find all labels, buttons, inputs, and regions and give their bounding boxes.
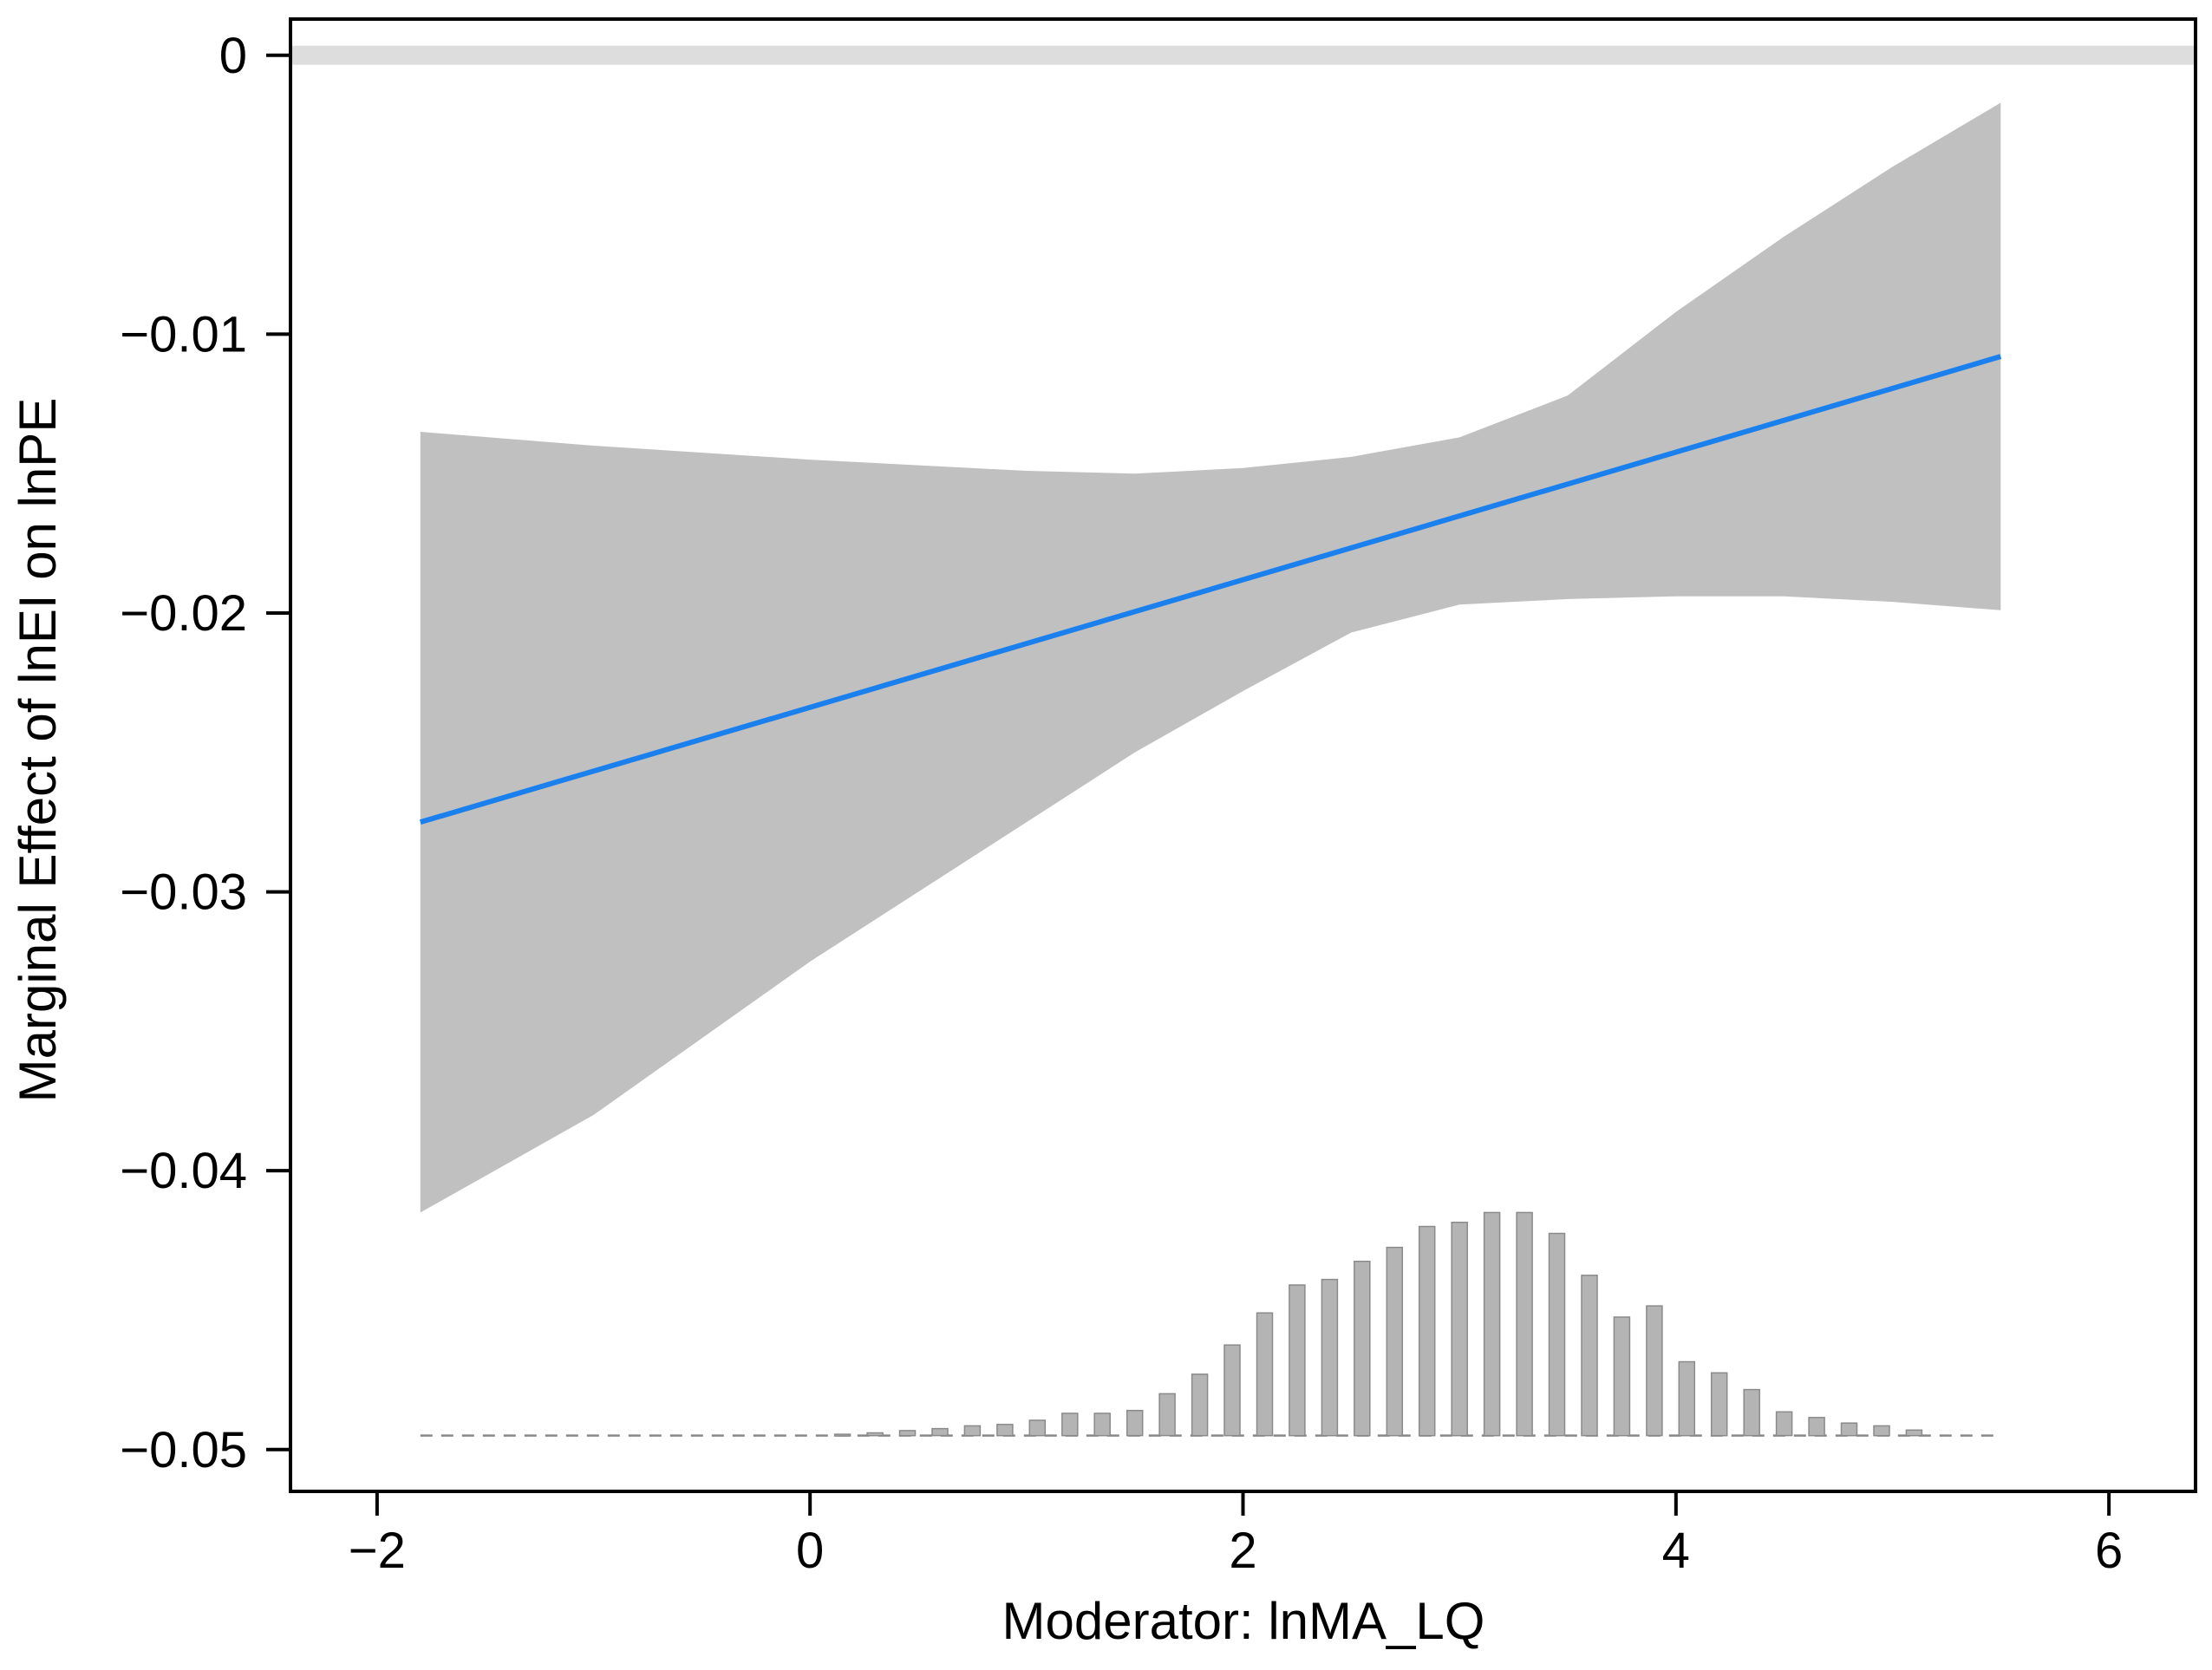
histogram-bar-4 — [931, 1427, 949, 1437]
histogram-bar-16 — [1321, 1278, 1339, 1437]
histogram-bar-25 — [1613, 1316, 1631, 1437]
ci-band — [420, 102, 2001, 1213]
histogram-bar-19 — [1418, 1225, 1436, 1437]
x-tick-label-0: −2 — [349, 1523, 406, 1579]
x-axis: −2 0 2 4 6 — [349, 1491, 2123, 1579]
histogram-bar-9 — [1093, 1412, 1111, 1437]
histogram-bar-24 — [1581, 1275, 1598, 1437]
histogram-bar-12 — [1191, 1373, 1209, 1437]
histogram-bar-5 — [963, 1425, 982, 1437]
histogram-bar-33 — [1873, 1425, 1890, 1437]
y-axis-title: Marginal Effect of lnEI on lnPE — [9, 398, 67, 1103]
histogram-bar-14 — [1256, 1312, 1274, 1437]
histogram-bar-3 — [898, 1430, 917, 1437]
histogram-bar-26 — [1646, 1305, 1663, 1437]
histogram-bar-29 — [1743, 1388, 1760, 1437]
x-tick-label-4: 6 — [2095, 1523, 2123, 1579]
histogram-layer — [420, 1211, 2001, 1437]
y-axis: 0 −0.01 −0.02 −0.03 −0.04 −0.05 — [120, 28, 290, 1478]
confidence-band-layer — [420, 102, 2001, 1213]
histogram-bar-17 — [1354, 1260, 1371, 1437]
histogram-bar-34 — [1905, 1429, 1923, 1437]
histogram-bar-32 — [1840, 1422, 1858, 1437]
y-tick-label-4: −0.04 — [120, 1143, 247, 1199]
x-tick-label-1: 0 — [796, 1523, 824, 1579]
histogram-bar-15 — [1289, 1284, 1306, 1437]
histogram-bar-27 — [1678, 1360, 1696, 1437]
histogram-bar-31 — [1808, 1417, 1825, 1437]
y-tick-label-2: −0.02 — [120, 585, 247, 642]
histogram-bar-30 — [1775, 1411, 1793, 1437]
histogram-bar-6 — [996, 1424, 1014, 1437]
histogram-bar-20 — [1451, 1221, 1468, 1437]
marginal-effect-line — [419, 354, 2002, 825]
histogram-bar-18 — [1386, 1246, 1404, 1437]
histogram-bar-2 — [866, 1432, 884, 1437]
y-tick-label-3: −0.03 — [120, 864, 247, 921]
histogram-bar-1 — [833, 1433, 852, 1437]
x-tick-label-2: 2 — [1229, 1523, 1256, 1579]
estimate-line-layer — [419, 354, 2002, 825]
histogram-bar-8 — [1061, 1412, 1079, 1437]
histogram-bar-22 — [1516, 1211, 1533, 1437]
histogram-bar-28 — [1710, 1372, 1728, 1437]
histogram-bar-23 — [1548, 1232, 1566, 1437]
y-tick-label-1: −0.01 — [120, 306, 247, 362]
histogram-bar-21 — [1483, 1211, 1501, 1437]
histogram-bar-11 — [1158, 1393, 1176, 1437]
y-tick-label-0: 0 — [219, 28, 247, 84]
histogram-bar-13 — [1223, 1344, 1241, 1437]
x-tick-label-3: 4 — [1662, 1523, 1690, 1579]
histogram-bar-7 — [1028, 1419, 1047, 1437]
x-axis-title: Moderator: lnMA_LQ — [1002, 1592, 1485, 1650]
histogram-bar-10 — [1126, 1409, 1144, 1437]
y-tick-label-5: −0.05 — [120, 1422, 247, 1478]
